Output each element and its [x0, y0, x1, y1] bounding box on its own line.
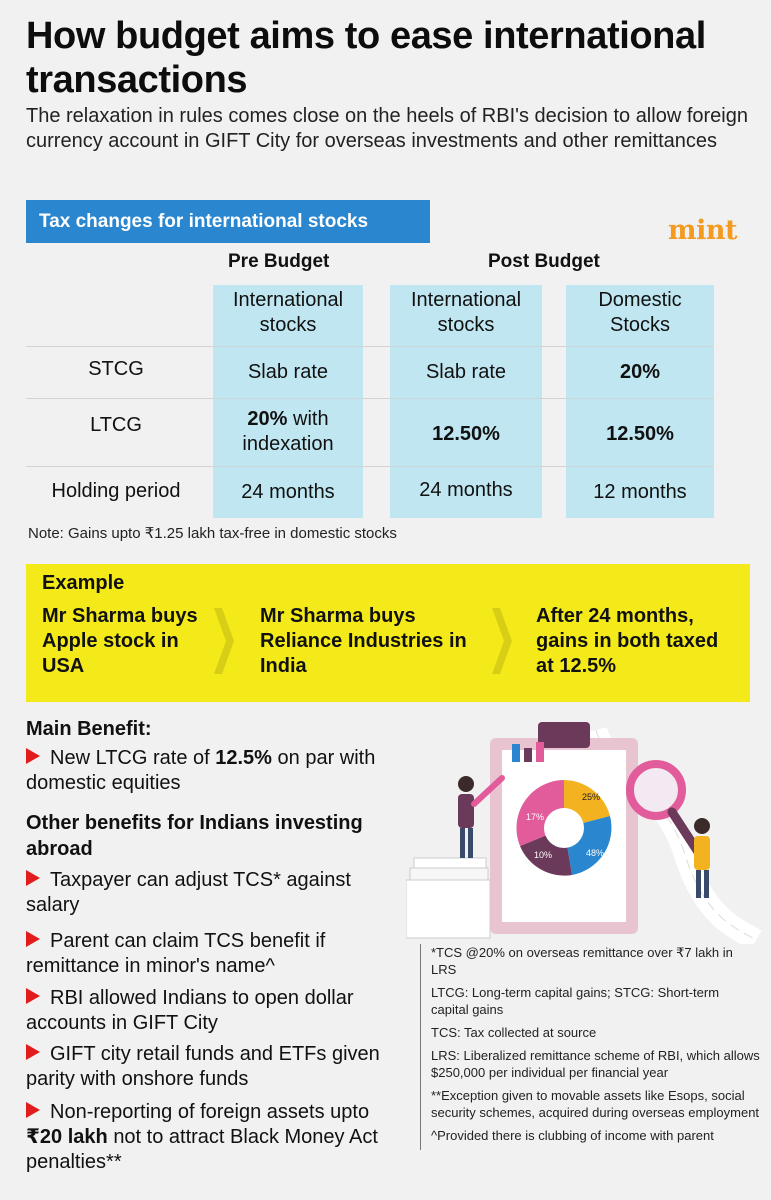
footnote: ^Provided there is clubbing of income wi… — [431, 1128, 714, 1143]
page-title: How budget aims to ease international tr… — [26, 15, 706, 101]
example-step-3: After 24 months, gains in both taxed at … — [536, 604, 736, 679]
footnote: **Exception given to movable assets like… — [431, 1088, 760, 1120]
main-benefit-bold: 12.5% — [215, 747, 272, 769]
page-subtitle: The relaxation in rules comes close on t… — [26, 105, 748, 152]
triangle-bullet-icon — [26, 748, 40, 764]
chevron-right-icon — [492, 608, 512, 674]
example-step-3-text: After 24 months, gains in both taxed at — [536, 605, 719, 677]
benefit-item: GIFT city retail funds and ETFs given pa… — [26, 1042, 396, 1092]
cell-holding-post-domestic: 12 months — [593, 481, 687, 503]
footnote: TCS: Tax collected at source — [431, 1025, 597, 1040]
row-label-stcg: STCG — [88, 358, 144, 380]
pie-label-48: 48% — [586, 848, 604, 858]
column-bg-post-intl — [390, 285, 542, 518]
other-benefits-heading: Other benefits for Indians investing abr… — [26, 812, 363, 860]
table-divider — [26, 346, 714, 347]
column-header-pre-intl: International stocks — [232, 289, 344, 336]
benefit-item-prefix: Non-reporting of foreign assets upto — [50, 1101, 370, 1123]
benefit-item: RBI allowed Indians to open dollar accou… — [26, 986, 396, 1036]
column-header-post-domestic: Domestic Stocks — [598, 289, 682, 336]
example-step-1: Mr Sharma buys Apple stock in USA — [42, 605, 198, 677]
footnote: *TCS @20% on overseas remittance over ₹7… — [431, 945, 733, 977]
cell-ltcg-post-domestic: 12.50% — [606, 423, 674, 445]
benefit-item: Taxpayer can adjust TCS* against salary — [26, 868, 396, 918]
example-box: Example Mr Sharma buys Apple stock in US… — [26, 564, 750, 702]
table-divider — [26, 466, 714, 467]
benefit-item-suffix: not to attract Black Money Act penalties… — [26, 1126, 378, 1173]
cell-stcg-post-intl: Slab rate — [425, 361, 507, 383]
bar-chart-icon — [512, 742, 544, 762]
finance-illustration: 25% 17% 10% 48% — [406, 722, 762, 944]
benefit-item-text: RBI allowed Indians to open dollar accou… — [26, 987, 354, 1034]
brand-logo: mint — [668, 215, 737, 246]
triangle-bullet-icon — [26, 931, 40, 947]
paper-stack-icon — [406, 857, 491, 939]
table-note: Note: Gains upto ₹1.25 lakh tax-free in … — [28, 525, 397, 542]
section-tag: Tax changes for international stocks — [26, 200, 430, 243]
cell-stcg-pre-intl: Slab rate — [247, 361, 329, 383]
footnote: LTCG: Long-term capital gains; STCG: Sho… — [431, 985, 720, 1017]
example-step-3-bold: 12.5% — [559, 655, 617, 677]
footnote: LRS: Liberalized remittance scheme of RB… — [431, 1048, 760, 1080]
magnifier-icon — [626, 760, 707, 863]
cell-holding-pre-intl: 24 months — [241, 481, 335, 503]
cell-ltcg-pre-rest: with indexation — [242, 408, 334, 455]
row-label-ltcg: LTCG — [90, 414, 142, 436]
row-label-holding-period: Holding period — [51, 480, 181, 502]
cell-ltcg-pre-bold: 20% — [247, 408, 288, 430]
benefit-item-text: GIFT city retail funds and ETFs given pa… — [26, 1043, 380, 1090]
main-benefit-prefix: New LTCG rate of — [50, 747, 210, 769]
table-divider — [26, 398, 714, 399]
footnotes: *TCS @20% on overseas remittance over ₹7… — [420, 944, 760, 1150]
main-benefit-item: New LTCG rate of 12.5% on par with domes… — [26, 746, 396, 796]
benefit-item: Parent can claim TCS benefit if remittan… — [26, 929, 396, 979]
main-benefit-suffix: on par with domestic equities — [26, 747, 376, 794]
pie-chart-icon: 25% 17% 10% 48% — [516, 780, 612, 876]
example-step-2: Mr Sharma buys Reliance Industries in In… — [260, 605, 467, 677]
triangle-bullet-icon — [26, 870, 40, 886]
cell-ltcg-pre-intl: 20% with indexation — [213, 407, 363, 457]
cell-holding-post-intl: 24 months — [419, 479, 513, 501]
group-pre-budget: Pre Budget — [228, 251, 330, 272]
triangle-bullet-icon — [26, 1044, 40, 1060]
benefit-item-text: Parent can claim TCS benefit if remittan… — [26, 930, 326, 977]
pie-label-10: 10% — [534, 850, 552, 860]
column-bg-post-domestic — [566, 285, 714, 518]
person-illustration — [458, 775, 505, 858]
pie-label-17: 17% — [526, 812, 544, 822]
main-benefit-heading: Main Benefit: — [26, 718, 152, 740]
pie-label-25: 25% — [582, 792, 600, 802]
triangle-bullet-icon — [26, 1102, 40, 1118]
benefit-item-text: Taxpayer can adjust TCS* against salary — [26, 869, 351, 916]
group-post-budget: Post Budget — [488, 251, 600, 272]
person-illustration — [694, 818, 710, 898]
triangle-bullet-icon — [26, 988, 40, 1004]
column-header-post-intl: International stocks — [410, 289, 522, 336]
cell-stcg-post-domestic: 20% — [619, 361, 661, 383]
cell-ltcg-post-intl: 12.50% — [432, 423, 500, 445]
column-bg-pre-intl — [213, 285, 363, 518]
benefit-item: Non-reporting of foreign assets upto ₹20… — [26, 1100, 396, 1175]
chevron-right-icon — [214, 608, 234, 674]
example-title: Example — [42, 572, 125, 594]
benefit-item-bold: ₹20 lakh — [26, 1126, 108, 1148]
